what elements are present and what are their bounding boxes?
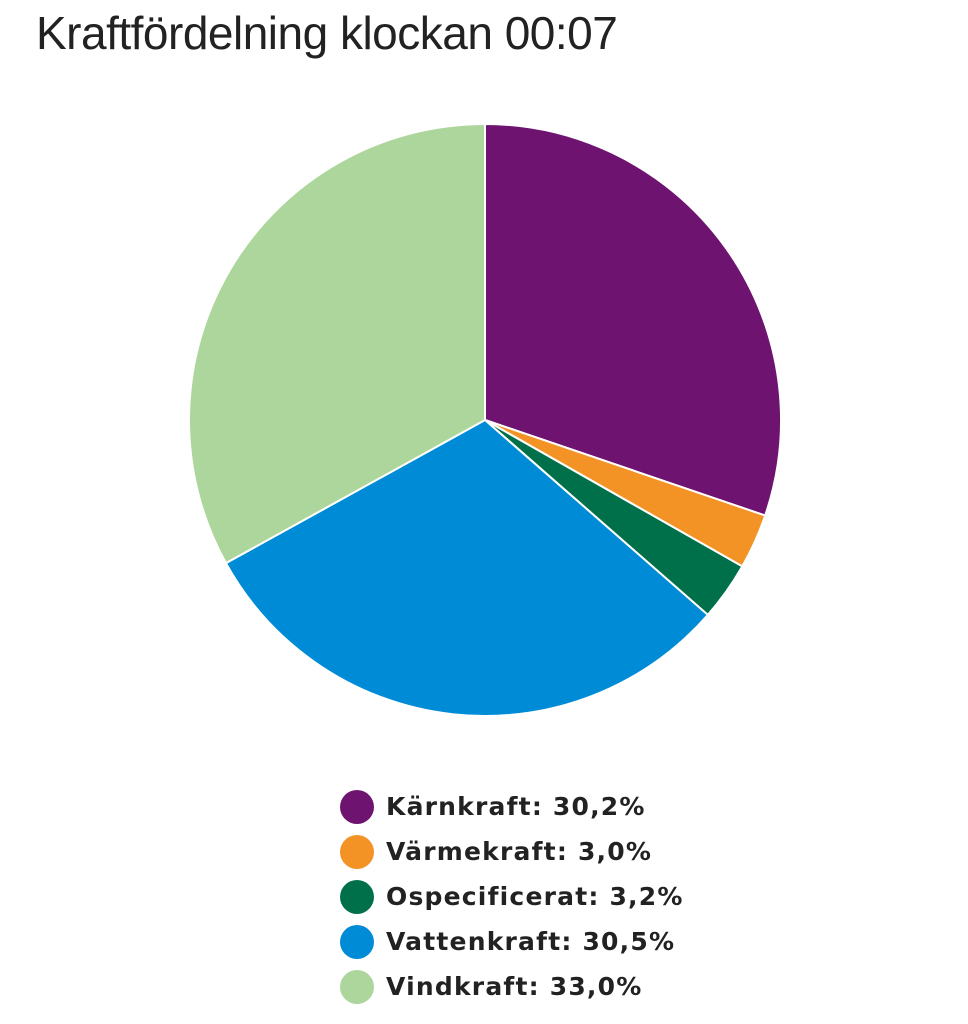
legend-label-vindkraft: Vindkraft: 33,0% [386,972,643,1001]
pie-slice-karnkraft [484,123,782,517]
legend-item-varmekraft: Värmekraft: 3,0% [340,829,684,874]
legend-item-ospecificerat: Ospecificerat: 3,2% [340,874,684,919]
legend-label-vattenkraft: Vattenkraft: 30,5% [386,927,676,956]
legend-label-karnkraft: Kärnkraft: 30,2% [386,792,646,821]
legend-swatch-vindkraft [340,969,374,1004]
legend: Kärnkraft: 30,2% Värmekraft: 3,0% Ospeci… [340,784,684,1009]
legend-swatch-ospecificerat [340,879,374,914]
legend-swatch-karnkraft [340,789,374,824]
legend-label-ospecificerat: Ospecificerat: 3,2% [386,882,684,911]
legend-item-vattenkraft: Vattenkraft: 30,5% [340,919,684,964]
chart-title: Kraftfördelning klockan 00:07 [36,7,618,59]
pie-slice-vattenkraft [224,419,709,717]
pie-chart [188,123,782,717]
pie-slice-vindkraft [188,123,486,565]
legend-item-karnkraft: Kärnkraft: 30,2% [340,784,684,829]
legend-swatch-varmekraft [340,834,374,869]
legend-item-vindkraft: Vindkraft: 33,0% [340,964,684,1009]
legend-label-varmekraft: Värmekraft: 3,0% [386,837,653,866]
legend-swatch-vattenkraft [340,924,374,959]
